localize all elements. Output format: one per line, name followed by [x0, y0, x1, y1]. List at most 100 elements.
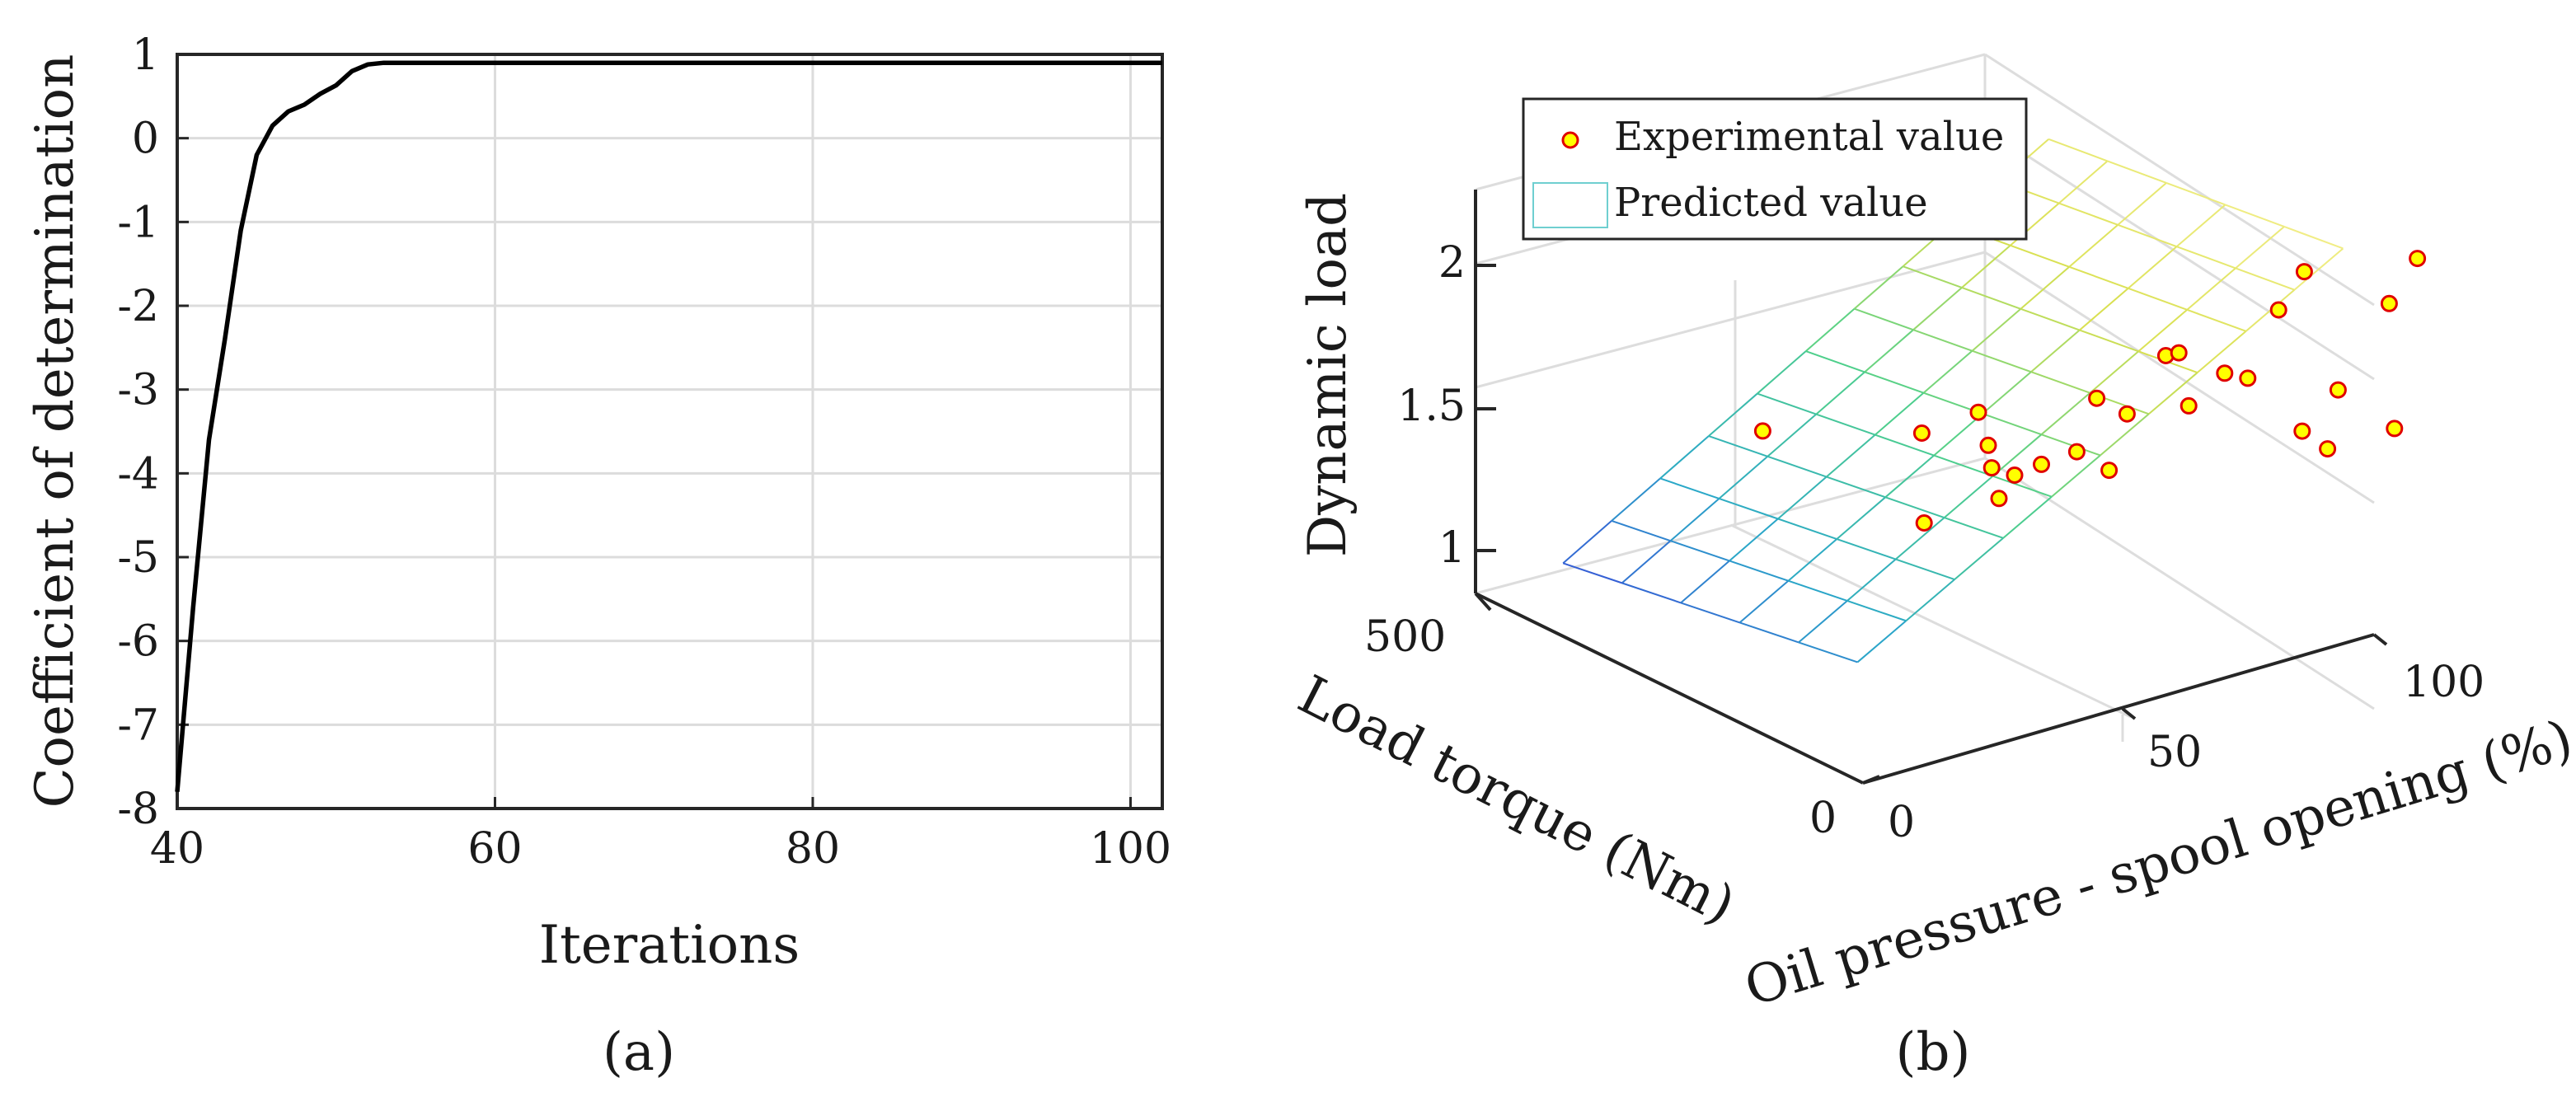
surface-mesh-line — [2186, 267, 2236, 311]
floor-grid-line-1 — [1475, 457, 1986, 595]
floor-grid-line-4 — [1475, 251, 1986, 389]
y-tick-500 — [1474, 592, 1492, 612]
experimental-point — [1912, 424, 1931, 442]
back-wall-edge-right — [1984, 53, 2375, 307]
surface-mesh-line — [2293, 247, 2344, 291]
3d-scatter-panel-b: 1 1.5 2 500 0 0 50 100 Dynamic load Load… — [1288, 53, 2576, 1083]
x-tick-label: 100 — [1090, 824, 1171, 874]
surface-mesh-line — [2020, 266, 2070, 310]
experimental-point — [1990, 490, 2008, 508]
surface-mesh-line — [2225, 204, 2285, 227]
surface-mesh-line — [1718, 456, 1768, 499]
y-axis-label: Coefficient of determination — [25, 54, 86, 809]
y-tick-label: -7 — [117, 701, 159, 750]
y-tick-label: -5 — [117, 533, 159, 583]
x-tick-label-100: 100 — [2403, 658, 2485, 707]
y-tick-label: -8 — [117, 785, 159, 834]
surface-mesh-line — [1895, 558, 1955, 580]
surface-mesh-line — [2148, 372, 2198, 415]
surface-mesh-line — [1864, 329, 1914, 373]
surface-mesh-line — [1933, 413, 1983, 457]
surface-mesh-line — [2128, 246, 2178, 289]
surface-mesh-line — [1669, 498, 1720, 541]
experimental-points — [1753, 250, 2427, 532]
surface-mesh-line — [2235, 226, 2285, 270]
surface-mesh-line — [1944, 475, 1994, 518]
surface-mesh-line — [2137, 309, 2188, 353]
surface-mesh-line — [1982, 412, 2042, 436]
surface-mesh-line — [1562, 520, 1612, 565]
x-axis-line — [1862, 633, 2375, 785]
surface-mesh-line — [1739, 621, 1799, 644]
z-tick-label-2: 2 — [1438, 238, 1466, 288]
surface-mesh-line — [2128, 287, 2188, 311]
surface-mesh-line — [2079, 329, 2139, 353]
experimental-point — [2216, 364, 2234, 382]
x-tick-labels: 40 60 80 100 — [150, 824, 1171, 874]
experimental-point — [1753, 422, 1771, 440]
floor-grid-line-8 — [1730, 523, 2132, 719]
x-tick-100 — [2372, 633, 2388, 646]
z-axis-label: Dynamic load — [1297, 193, 1358, 557]
surface-mesh-line — [2020, 307, 2081, 331]
floor-grid-line-7 — [1984, 127, 2375, 381]
surface-mesh-line — [2107, 160, 2167, 184]
surface-mesh-line — [1836, 496, 1886, 540]
experimental-point — [2239, 369, 2257, 387]
surface-mesh-line — [1659, 435, 1710, 480]
surface-mesh-line — [1757, 392, 1817, 415]
surface-mesh-line — [2283, 226, 2344, 250]
surface-mesh-line — [1815, 371, 1865, 415]
line-chart-panel-a: 40 60 80 100 10-1-2-3-4-5-6-7-8 Iterations … — [25, 30, 1171, 1083]
surface-mesh-line — [1884, 454, 1935, 499]
surface-mesh-line — [1729, 560, 1789, 582]
panel-label-a: (a) — [603, 1022, 675, 1083]
y-tick-label: 0 — [132, 115, 159, 164]
z-tick-label-1: 1 — [1438, 523, 1466, 573]
surface-mesh-line — [1853, 265, 1904, 310]
panel-label-b: (b) — [1896, 1022, 1971, 1083]
surface-mesh-line — [2068, 224, 2119, 268]
surface-mesh-line — [2068, 265, 2129, 289]
experimental-point — [2067, 443, 2086, 461]
plot-area-frame — [176, 53, 1164, 810]
surface-mesh-line — [1846, 558, 1897, 602]
y-tick-label: 1 — [132, 30, 159, 80]
experimental-point — [2033, 455, 2050, 473]
surface-mesh-line — [1992, 475, 2053, 498]
floor-grid-line-5 — [1984, 251, 2375, 504]
surface-mesh-line — [1944, 517, 2004, 539]
experimental-point — [1979, 436, 1997, 454]
surface-mesh-line — [2175, 204, 2226, 247]
surface-mesh-line — [1815, 413, 1876, 436]
surface-mesh-line — [2002, 495, 2053, 539]
experimental-point — [2386, 420, 2404, 438]
experimental-point — [1915, 514, 1933, 532]
experimental-point — [1969, 403, 1987, 421]
surface-mesh-line — [2235, 267, 2295, 291]
experimental-point — [2100, 462, 2119, 480]
surface-mesh-line — [1826, 434, 1876, 478]
surface-mesh-line — [1895, 517, 1945, 560]
surface-mesh-line — [1912, 287, 1963, 330]
surface-mesh-line — [2058, 202, 2119, 226]
surface-mesh-line — [1854, 307, 1914, 331]
surface-mesh-line — [1621, 540, 1672, 584]
surface-mesh-line — [1708, 392, 1758, 437]
x-tick-label: 40 — [150, 824, 204, 874]
experimental-point — [2380, 294, 2398, 312]
surface-mesh-line — [2117, 223, 2177, 248]
surface-mesh-line — [1972, 349, 2032, 373]
y-tick-label-500: 500 — [1364, 612, 1446, 662]
surface-mesh-line — [2117, 182, 2167, 226]
surface-mesh-line — [1680, 560, 1730, 604]
experimental-point — [2088, 389, 2106, 407]
y-tick-label: -1 — [117, 198, 159, 247]
surface-mesh-line — [1992, 434, 2043, 477]
grid-lines — [176, 53, 1162, 810]
y-tick-label: -2 — [117, 282, 159, 331]
surface-mesh-line — [1777, 518, 1837, 540]
x-axis-label: Iterations — [539, 915, 800, 976]
3d-axes — [1474, 190, 2388, 785]
